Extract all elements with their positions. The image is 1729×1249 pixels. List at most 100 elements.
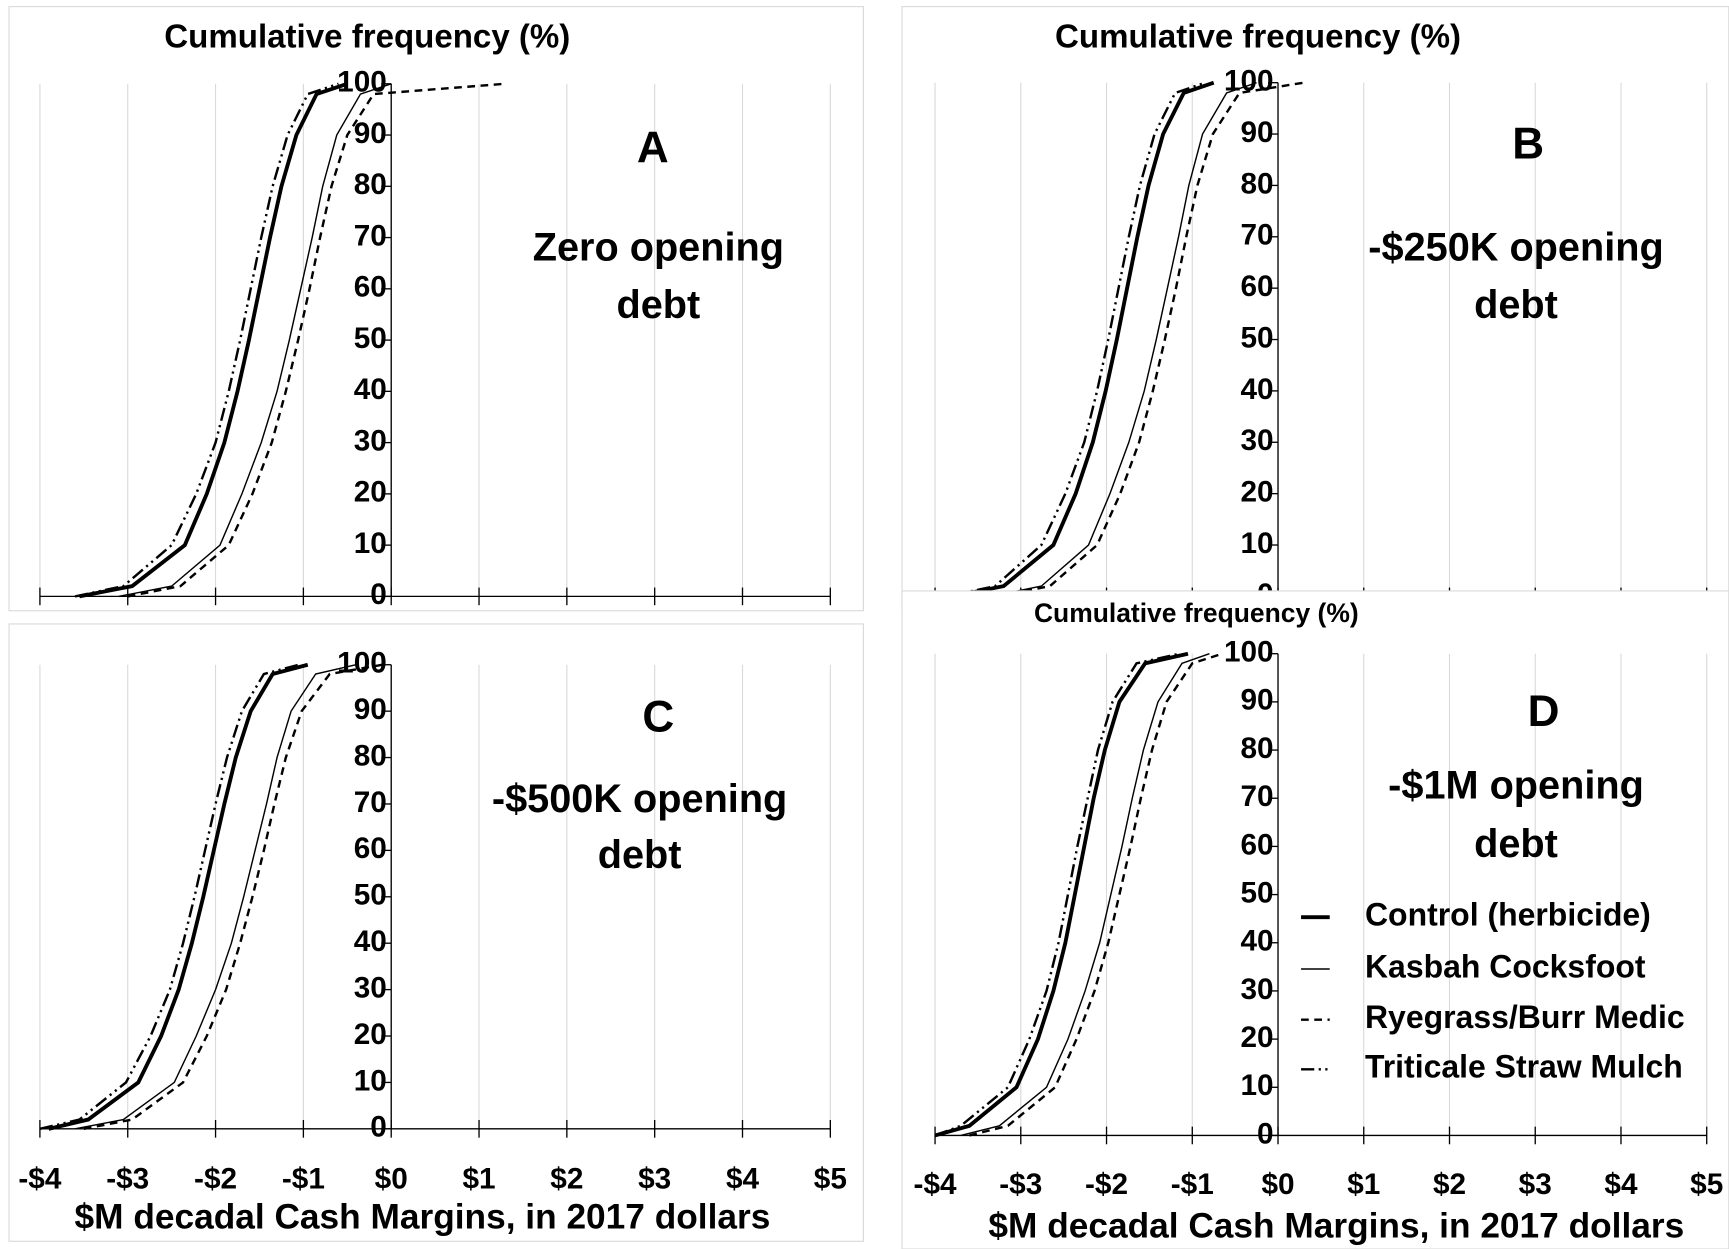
y-tick-label: 20	[1241, 1021, 1274, 1054]
y-axis-title: Cumulative frequency (%)	[1055, 18, 1461, 55]
y-tick-label: 30	[354, 424, 387, 457]
x-tick-label: $2	[550, 1163, 583, 1196]
y-tick-label: 90	[1241, 116, 1274, 149]
y-tick-label: 70	[354, 786, 387, 819]
panel-letter: B	[1512, 119, 1544, 168]
y-tick-label: 40	[354, 373, 387, 406]
y-tick-label: 20	[354, 1018, 387, 1051]
y-tick-label: 20	[354, 476, 387, 509]
y-tick-label: 40	[354, 925, 387, 958]
y-tick-label: 90	[354, 117, 387, 150]
y-tick-label: 100	[337, 647, 387, 680]
panel-background	[901, 6, 1729, 612]
legend-label: Control (herbicide)	[1365, 897, 1651, 933]
annotation: debt	[616, 283, 700, 327]
y-tick-label: 90	[1241, 684, 1274, 717]
y-tick-label: 0	[370, 578, 387, 611]
y-tick-label: 80	[1241, 732, 1274, 765]
y-tick-label: 0	[1257, 1117, 1274, 1150]
y-tick-label: 80	[1241, 167, 1274, 200]
x-axis-title: $M decadal Cash Margins, in 2017 dollars	[988, 1206, 1684, 1245]
y-tick-label: 30	[1241, 973, 1274, 1006]
x-axis-title: $M decadal Cash Margins, in 2017 dollars	[75, 1198, 771, 1237]
annotation: debt	[1474, 822, 1558, 866]
y-tick-label: 10	[354, 1064, 387, 1097]
annotation: -$250K opening	[1368, 226, 1663, 270]
y-tick-label: 50	[1241, 876, 1274, 909]
x-tick-label: -$2	[1085, 1168, 1128, 1201]
y-tick-label: 70	[1241, 219, 1274, 252]
y-tick-label: 100	[1224, 636, 1274, 669]
series-line	[83, 663, 383, 1131]
annotation: -$500K opening	[492, 777, 787, 821]
y-tick-label: 60	[1241, 270, 1274, 303]
y-tick-label: 70	[1241, 780, 1274, 813]
legend-label: Triticale Straw Mulch	[1365, 1049, 1683, 1085]
y-tick-label: 50	[354, 322, 387, 355]
panel-letter: C	[642, 692, 674, 741]
panel-background	[8, 6, 864, 612]
series-line	[79, 81, 348, 599]
y-axis-title: Cumulative frequency (%)	[1034, 598, 1359, 628]
y-tick-label: 30	[1241, 424, 1274, 457]
y-tick-label: 60	[354, 271, 387, 304]
x-tick-label: $1	[1347, 1168, 1380, 1201]
y-tick-label: 90	[354, 693, 387, 726]
panel-background	[8, 623, 864, 1242]
x-tick-label: $0	[375, 1163, 408, 1196]
y-tick-label: 80	[354, 739, 387, 772]
series-line	[934, 651, 1189, 1138]
y-tick-label: 0	[370, 1111, 387, 1144]
x-tick-label: $0	[1261, 1168, 1294, 1201]
y-tick-label: 60	[1241, 828, 1274, 861]
panel-letter: A	[637, 124, 669, 173]
x-tick-label: $3	[638, 1163, 671, 1196]
x-tick-label: $5	[814, 1163, 847, 1196]
x-tick-label: $2	[1433, 1168, 1466, 1201]
series-line	[74, 664, 357, 1130]
x-tick-label: $1	[462, 1163, 495, 1196]
y-axis-title: Cumulative frequency (%)	[164, 18, 570, 55]
series-line	[960, 653, 1210, 1137]
y-tick-label: 20	[1241, 476, 1274, 509]
series-line	[118, 83, 392, 598]
annotation: debt	[598, 833, 682, 877]
series-line	[127, 82, 506, 598]
series-line	[48, 662, 309, 1131]
series-line	[951, 80, 1215, 599]
x-tick-label: $5	[1690, 1168, 1723, 1201]
y-tick-label: 10	[1241, 527, 1274, 560]
y-tick-label: 10	[354, 527, 387, 560]
x-tick-label: -$4	[914, 1168, 957, 1201]
x-tick-label: $4	[726, 1163, 760, 1196]
y-tick-label: 60	[354, 832, 387, 865]
series-line	[989, 82, 1257, 598]
y-tick-label: 10	[1241, 1069, 1274, 1102]
series-line	[998, 81, 1304, 598]
annotation: debt	[1474, 283, 1558, 327]
y-tick-label: 70	[354, 219, 387, 252]
y-tick-label: 80	[354, 168, 387, 201]
x-tick-label: -$4	[18, 1163, 61, 1196]
panel-letter: D	[1528, 687, 1560, 736]
series-line	[934, 652, 1180, 1137]
annotation: Zero opening	[533, 226, 784, 270]
legend-label: Ryegrass/Burr Medic	[1365, 999, 1685, 1035]
x-tick-label: $4	[1604, 1168, 1638, 1201]
x-tick-label: -$1	[1171, 1168, 1214, 1201]
series-line	[969, 652, 1223, 1137]
y-tick-label: 40	[1241, 925, 1274, 958]
x-tick-label: $3	[1519, 1168, 1552, 1201]
y-tick-label: 40	[1241, 373, 1274, 406]
x-tick-label: -$3	[106, 1163, 149, 1196]
y-tick-label: 50	[354, 879, 387, 912]
series-line	[39, 663, 300, 1131]
x-tick-label: -$2	[194, 1163, 237, 1196]
x-tick-label: -$1	[282, 1163, 325, 1196]
y-tick-label: 50	[1241, 321, 1274, 354]
annotation: -$1M opening	[1388, 764, 1644, 808]
series-line	[946, 81, 1206, 598]
x-tick-label: -$3	[999, 1168, 1042, 1201]
